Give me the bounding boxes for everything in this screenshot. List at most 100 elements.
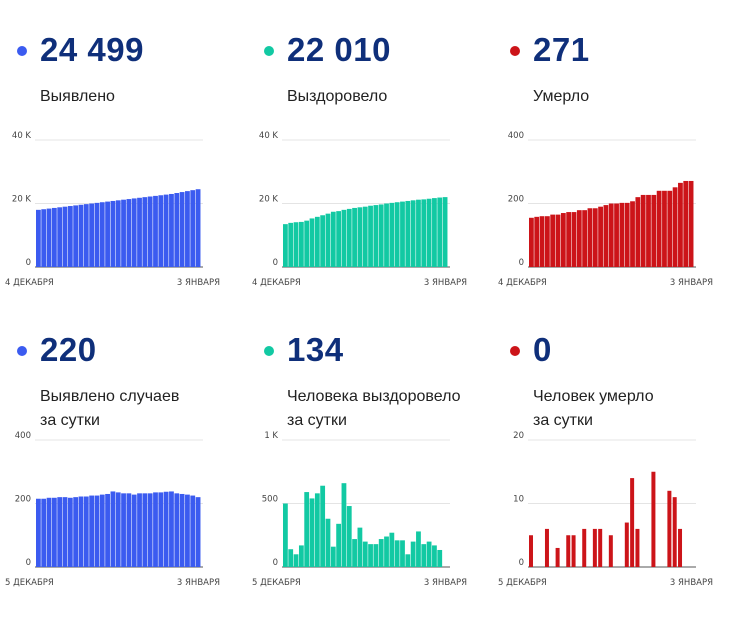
bar (185, 191, 190, 267)
bar (384, 203, 389, 267)
stat-value: 0 (533, 331, 552, 368)
bar (158, 492, 164, 567)
stat-label: Выявлено случаев (40, 388, 180, 405)
bar (592, 208, 598, 267)
stat-value: 220 (40, 331, 97, 368)
bar (99, 202, 105, 267)
bar (137, 197, 142, 267)
stat-panel-3: 271 Умерло 0 200 400 4 ДЕКАБРЯ 3 ЯНВАРЯ (498, 28, 733, 328)
bar (309, 218, 315, 267)
bar (67, 497, 73, 567)
y-tick-label: 0 (26, 558, 31, 568)
bar (325, 213, 331, 267)
bar (62, 497, 68, 567)
bar (389, 532, 395, 567)
bar (416, 531, 421, 567)
bar (378, 539, 384, 567)
bar (416, 199, 421, 267)
bar (336, 211, 342, 267)
bar (598, 528, 603, 567)
legend-dot-icon (264, 46, 274, 56)
bar (73, 497, 79, 567)
bar (105, 493, 110, 567)
y-tick-label: 400 (15, 431, 31, 441)
bar (688, 180, 694, 267)
bar (394, 202, 400, 267)
bar (555, 547, 560, 567)
bar (410, 541, 416, 567)
bar (185, 494, 190, 567)
bar (437, 549, 443, 567)
y-tick-label: 0 (273, 558, 278, 568)
bar (582, 210, 588, 267)
bar (384, 536, 389, 567)
bar (346, 208, 352, 267)
y-tick-label: 0 (273, 258, 278, 268)
bar (105, 201, 110, 267)
bar (46, 497, 52, 567)
bar (314, 216, 320, 267)
bar (137, 493, 142, 567)
bar (603, 205, 609, 267)
bar (190, 495, 196, 567)
bar (646, 194, 651, 267)
bar (320, 485, 326, 567)
bar (57, 207, 63, 267)
y-tick-label: 0 (519, 558, 524, 568)
bar (678, 182, 683, 267)
bar (539, 216, 545, 267)
bar (529, 535, 533, 567)
stat-label-line2: за сутки (533, 412, 593, 429)
bar-chart: 0 10 20 5 ДЕКАБРЯ 3 ЯНВАРЯ (498, 431, 713, 588)
bar (121, 199, 126, 267)
stat-label: Выздоровело (287, 88, 388, 105)
bar-chart: 0 20 K 40 K 4 ДЕКАБРЯ 3 ЯНВАРЯ (5, 131, 220, 288)
bar (421, 199, 427, 267)
bar (651, 194, 657, 267)
bar (169, 193, 174, 267)
x-start-label: 5 ДЕКАБРЯ (498, 578, 547, 588)
bar (672, 187, 678, 267)
bar (110, 491, 116, 567)
y-tick-label: 40 K (259, 131, 279, 141)
bar (598, 206, 603, 268)
bar (190, 190, 196, 267)
bar (582, 528, 587, 567)
stat-panel-1: 24 499 Выявлено 0 20 K 40 K 4 ДЕКАБРЯ 3 ЯНВАРЯ (5, 28, 245, 328)
legend-dot-icon (510, 46, 520, 56)
bar (51, 497, 57, 567)
bar (174, 193, 180, 267)
y-tick-label: 10 (513, 495, 524, 505)
bar (571, 535, 576, 567)
bar (83, 496, 89, 567)
bar (373, 205, 379, 267)
y-tick-label: 1 K (264, 431, 278, 441)
legend-dot-icon (17, 46, 27, 56)
y-tick-label: 200 (508, 195, 524, 205)
bar (635, 197, 641, 267)
bar (619, 202, 625, 268)
bar (534, 216, 540, 267)
bar (163, 194, 169, 267)
bar (298, 221, 304, 267)
bar (309, 498, 315, 567)
bar (62, 206, 68, 268)
bar (153, 492, 158, 567)
bar (283, 224, 288, 267)
x-end-label: 3 ЯНВАРЯ (177, 278, 220, 288)
bar (115, 200, 121, 267)
bar (67, 206, 73, 267)
x-start-label: 5 ДЕКАБРЯ (252, 578, 301, 588)
bar (587, 208, 593, 267)
bar (352, 539, 357, 567)
bar (368, 205, 373, 267)
bar (624, 522, 629, 567)
bar (298, 545, 304, 567)
bar (325, 518, 331, 567)
bar (330, 211, 336, 267)
bar (550, 214, 556, 267)
y-tick-label: 20 (513, 431, 524, 441)
bar (678, 528, 683, 567)
bar (283, 503, 288, 567)
bar (293, 554, 299, 567)
